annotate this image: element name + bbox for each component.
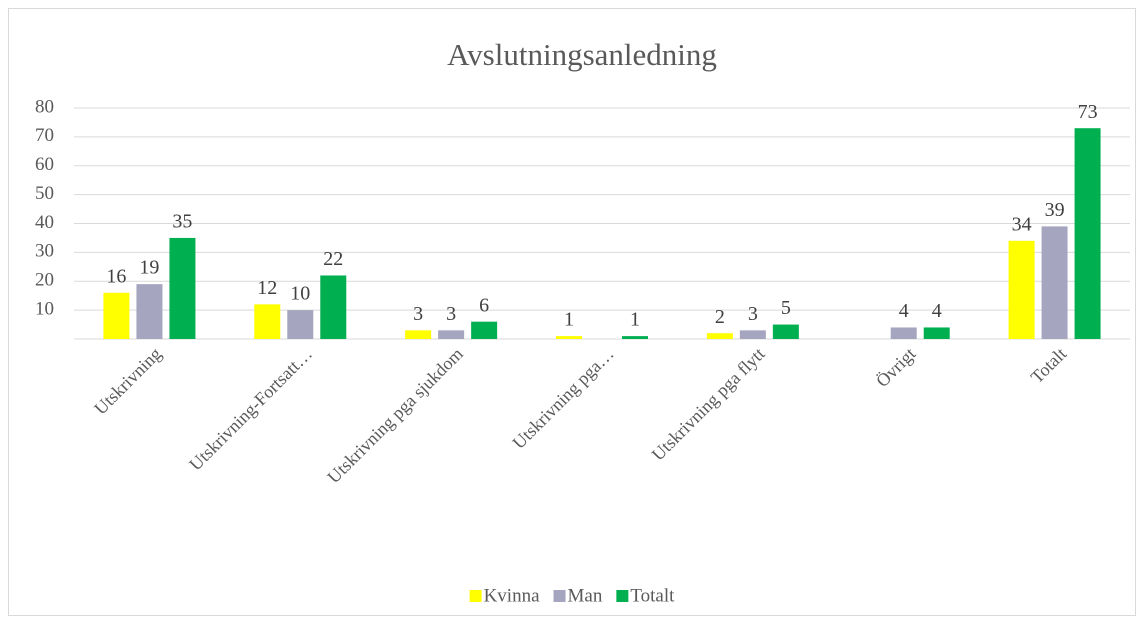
data-label: 4 — [932, 300, 942, 322]
data-label: 22 — [323, 248, 343, 270]
y-tick-label: 10 — [35, 298, 54, 319]
bar — [136, 284, 163, 339]
bar — [1008, 240, 1035, 339]
y-tick-label: 20 — [35, 270, 54, 291]
y-tick-label: 30 — [35, 241, 54, 262]
data-label: 16 — [106, 265, 126, 287]
y-tick-label: 40 — [35, 212, 54, 233]
data-label: 3 — [446, 303, 456, 325]
bar — [254, 304, 281, 339]
data-label: 10 — [290, 283, 310, 305]
bar — [772, 324, 799, 339]
data-label: 6 — [479, 294, 489, 316]
legend-label: Totalt — [630, 585, 675, 606]
data-label: 73 — [1078, 101, 1098, 123]
bar — [706, 333, 733, 339]
bar — [405, 330, 432, 339]
y-tick-label: 80 — [35, 96, 54, 117]
data-label: 12 — [257, 277, 277, 299]
data-label: 1 — [630, 309, 640, 331]
legend-swatch — [553, 590, 566, 602]
bar — [438, 330, 465, 339]
bar — [923, 327, 950, 339]
data-label: 1 — [564, 309, 574, 331]
data-label: 5 — [781, 297, 791, 319]
bar — [287, 310, 314, 339]
bar — [622, 336, 648, 339]
chart-border — [8, 8, 1136, 616]
bar — [169, 237, 196, 339]
data-label: 2 — [715, 306, 725, 328]
bar — [1041, 226, 1068, 339]
chart-title: Avslutningsanledning — [447, 37, 717, 72]
legend-swatch — [616, 590, 629, 602]
data-label: 19 — [139, 257, 159, 279]
y-tick-label: 70 — [35, 125, 54, 146]
legend-swatch — [469, 590, 482, 602]
data-label: 3 — [413, 303, 423, 325]
bar — [320, 275, 347, 339]
bar — [556, 336, 582, 339]
legend-label: Man — [568, 585, 603, 606]
bar — [103, 292, 130, 339]
data-label: 4 — [899, 300, 909, 322]
y-tick-label: 50 — [35, 183, 54, 204]
y-tick-label: 60 — [35, 154, 54, 175]
bar — [471, 321, 498, 339]
data-label: 39 — [1045, 199, 1065, 221]
bar — [1074, 128, 1101, 339]
data-label: 3 — [748, 303, 758, 325]
legend: Kvinna Man Totalt — [469, 585, 675, 606]
data-label: 35 — [172, 211, 192, 233]
bar — [890, 327, 917, 339]
data-label: 34 — [1012, 213, 1032, 235]
bar — [739, 330, 766, 339]
legend-label: Kvinna — [484, 585, 541, 606]
